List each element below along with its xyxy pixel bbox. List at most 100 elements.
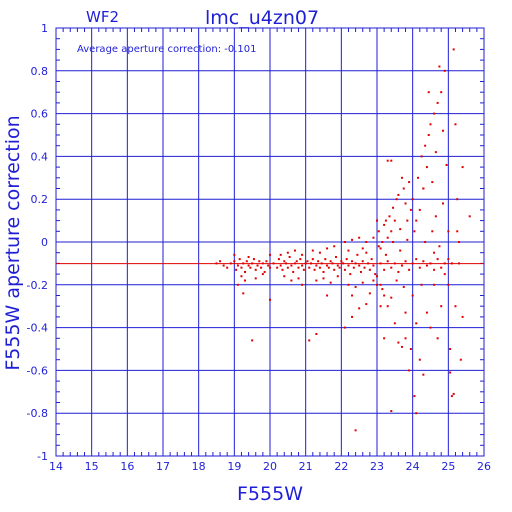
data-point bbox=[372, 279, 375, 282]
data-point bbox=[402, 187, 405, 190]
data-point bbox=[345, 258, 348, 261]
data-point bbox=[461, 166, 464, 169]
data-point bbox=[258, 260, 261, 263]
x-tick-label: 17 bbox=[156, 460, 170, 473]
data-point bbox=[381, 241, 384, 243]
data-point bbox=[379, 283, 382, 286]
data-point bbox=[342, 262, 345, 265]
data-point bbox=[383, 337, 386, 340]
data-point bbox=[354, 285, 357, 288]
x-tick-label: 16 bbox=[120, 460, 134, 473]
data-point bbox=[377, 230, 380, 233]
data-point bbox=[279, 253, 282, 256]
data-point bbox=[392, 206, 395, 209]
data-point bbox=[322, 277, 325, 280]
data-point bbox=[334, 255, 337, 258]
data-point bbox=[358, 236, 361, 239]
data-point bbox=[261, 273, 264, 276]
data-point bbox=[399, 249, 402, 252]
data-point bbox=[365, 241, 368, 243]
data-point bbox=[269, 298, 271, 301]
x-axis-label: F555W bbox=[237, 483, 303, 505]
data-point bbox=[456, 230, 459, 233]
data-point bbox=[343, 326, 346, 329]
x-tick-label: 24 bbox=[406, 460, 420, 473]
y-tick-label: 0.2 bbox=[31, 193, 49, 206]
data-point bbox=[443, 69, 446, 72]
data-point bbox=[367, 262, 370, 265]
data-point bbox=[299, 258, 302, 261]
data-point bbox=[406, 219, 409, 222]
data-point bbox=[338, 266, 341, 269]
x-tick-label: 26 bbox=[477, 460, 491, 473]
data-point bbox=[286, 251, 289, 254]
data-point bbox=[424, 241, 427, 243]
data-point bbox=[436, 101, 439, 104]
data-point bbox=[376, 283, 378, 286]
data-point bbox=[379, 305, 382, 308]
average-annotation: Average aperture correction: -0.101 bbox=[77, 44, 257, 55]
data-point bbox=[411, 294, 414, 297]
data-point bbox=[222, 264, 225, 267]
y-tick-label: -0.8 bbox=[27, 407, 48, 420]
data-point bbox=[329, 260, 332, 263]
data-point bbox=[429, 123, 432, 126]
data-point bbox=[359, 270, 362, 273]
data-point bbox=[384, 253, 387, 256]
data-point bbox=[311, 258, 314, 261]
data-point bbox=[409, 348, 412, 350]
data-point bbox=[443, 273, 446, 276]
plot-frame bbox=[55, 27, 485, 457]
data-point bbox=[293, 249, 296, 252]
data-point bbox=[365, 251, 368, 254]
data-point bbox=[422, 187, 425, 190]
data-point bbox=[404, 202, 407, 205]
data-point bbox=[438, 245, 441, 248]
data-point bbox=[349, 273, 352, 276]
data-point bbox=[265, 260, 268, 263]
data-point bbox=[406, 238, 409, 241]
data-point bbox=[376, 219, 378, 222]
data-point bbox=[297, 266, 300, 269]
data-point bbox=[379, 262, 382, 265]
data-point bbox=[370, 258, 373, 261]
data-point bbox=[450, 262, 453, 265]
data-point bbox=[431, 181, 434, 184]
data-point bbox=[393, 219, 396, 222]
chart-title: lmc_u4zn07 bbox=[205, 7, 319, 29]
data-point bbox=[420, 283, 423, 286]
data-point bbox=[347, 283, 350, 286]
data-point bbox=[433, 283, 436, 286]
data-point bbox=[242, 292, 245, 295]
data-point bbox=[295, 260, 298, 263]
y-axis-label: F555W aperture correction bbox=[2, 115, 24, 370]
data-point bbox=[240, 275, 243, 278]
data-point bbox=[415, 322, 418, 325]
data-point bbox=[301, 264, 304, 267]
x-tick-label: 23 bbox=[370, 460, 384, 473]
data-point bbox=[420, 155, 423, 158]
data-point bbox=[233, 260, 236, 263]
data-point bbox=[393, 322, 396, 325]
data-point bbox=[235, 268, 238, 271]
data-point bbox=[363, 266, 366, 269]
data-point bbox=[395, 279, 398, 282]
data-point bbox=[247, 264, 250, 267]
data-point bbox=[333, 245, 336, 248]
data-point bbox=[240, 266, 243, 269]
data-point bbox=[267, 264, 270, 267]
data-point bbox=[343, 268, 346, 271]
data-point bbox=[408, 181, 411, 184]
data-point bbox=[425, 264, 428, 267]
data-point bbox=[397, 193, 400, 196]
data-point bbox=[433, 268, 436, 271]
data-point bbox=[292, 270, 295, 273]
x-tick-label: 19 bbox=[227, 460, 241, 473]
data-point bbox=[377, 245, 380, 248]
data-point bbox=[458, 262, 461, 265]
data-point bbox=[433, 251, 436, 254]
data-point bbox=[408, 268, 411, 271]
data-point bbox=[322, 270, 325, 273]
data-point bbox=[308, 266, 311, 269]
data-point bbox=[452, 48, 455, 51]
